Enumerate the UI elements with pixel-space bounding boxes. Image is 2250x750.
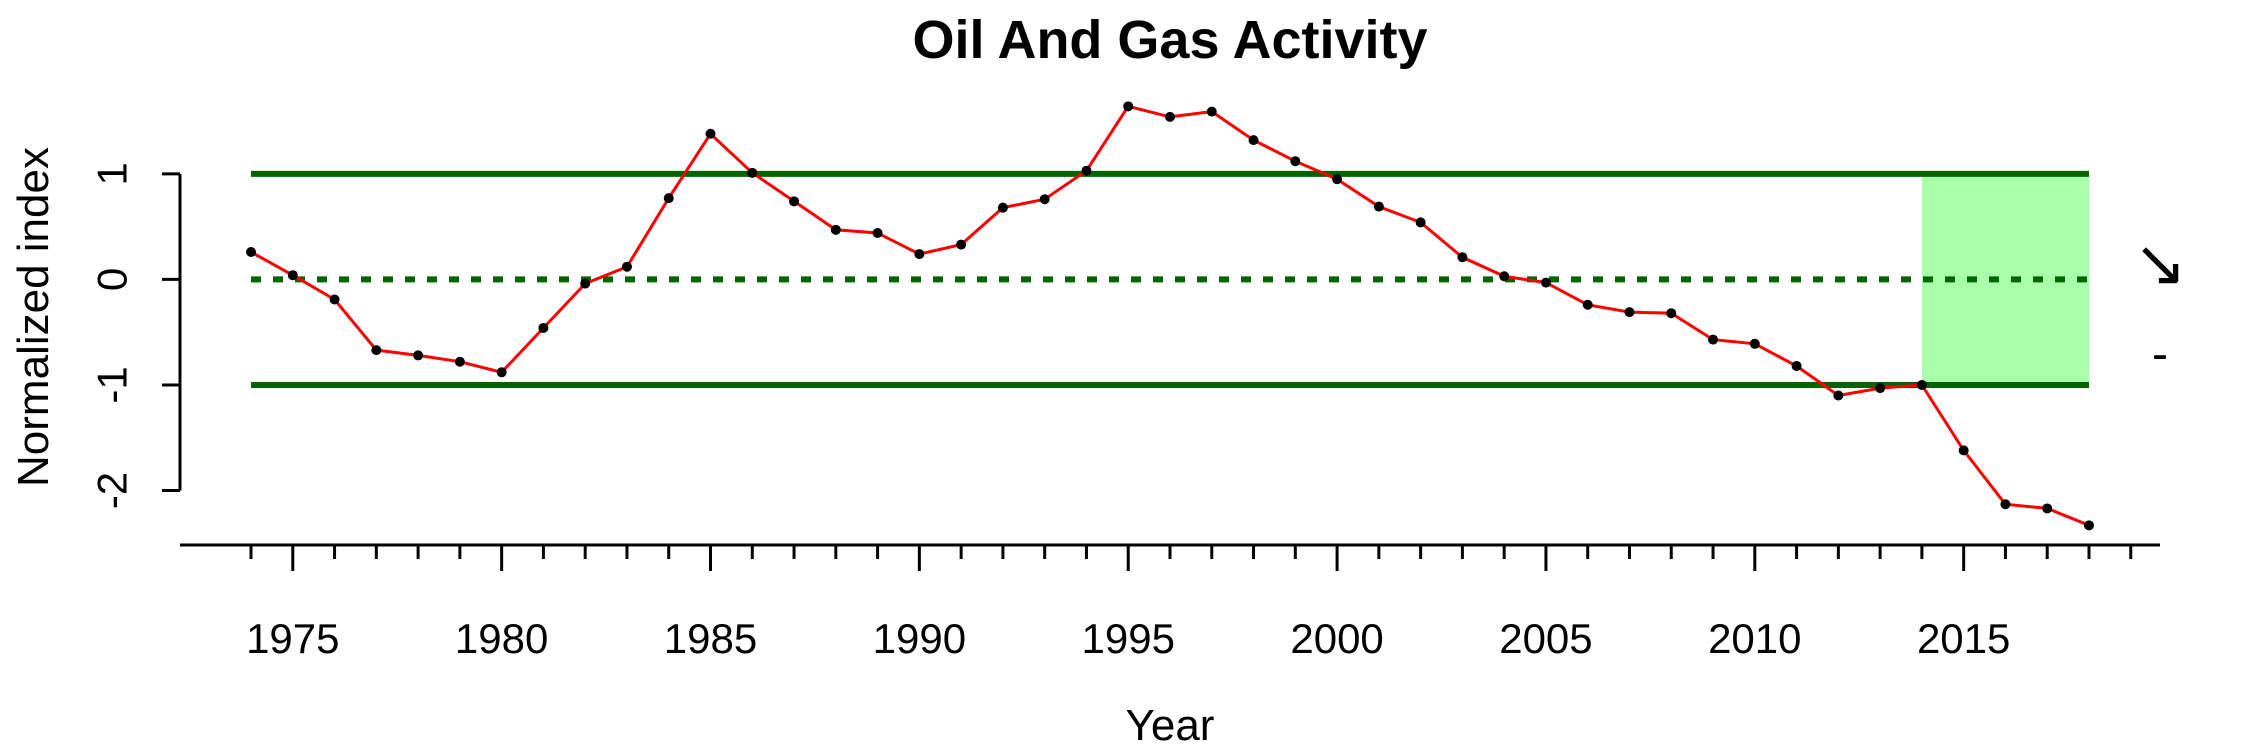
data-point — [1457, 252, 1468, 263]
y-axis: -2 -1 0 1 — [89, 162, 182, 509]
data-point — [789, 196, 800, 207]
data-point — [371, 345, 382, 356]
data-point — [1666, 308, 1677, 319]
data-point — [1708, 334, 1719, 345]
data-point — [747, 167, 758, 178]
y-tick-label: 0 — [89, 268, 136, 291]
data-point — [997, 202, 1008, 213]
data-point — [1875, 383, 1886, 394]
reference-lines-layer — [251, 170, 2089, 388]
data-point — [454, 356, 465, 367]
data-point — [1791, 360, 1802, 371]
data-point — [1039, 194, 1050, 205]
y-axis-label: Normalized index — [9, 147, 58, 487]
data-point — [1332, 174, 1343, 185]
chart-title: Oil And Gas Activity — [912, 10, 1427, 70]
series-layer — [246, 101, 2094, 531]
data-point — [2083, 520, 2094, 531]
trend-mean-symbol: - — [2152, 328, 2168, 381]
data-point — [1290, 156, 1301, 167]
data-point — [705, 128, 716, 139]
x-tick-label: 1995 — [1082, 615, 1175, 662]
data-point — [914, 249, 925, 260]
data-point — [1123, 101, 1134, 112]
data-point — [1916, 379, 1927, 390]
y-tick-label: -1 — [89, 366, 136, 403]
data-point — [956, 239, 967, 250]
y-tick-label: -2 — [89, 472, 136, 509]
data-point — [1624, 307, 1635, 318]
data-point — [1749, 338, 1760, 349]
data-point — [496, 367, 507, 378]
x-tick-label: 1990 — [873, 615, 966, 662]
x-tick-label: 2000 — [1290, 615, 1383, 662]
data-point — [663, 193, 674, 204]
series-line — [250, 104, 2090, 527]
x-tick-label: 2010 — [1708, 615, 1801, 662]
data-point — [1373, 201, 1384, 212]
data-point — [1540, 277, 1551, 288]
x-tick-label: 2015 — [1917, 615, 2010, 662]
data-point — [1081, 165, 1092, 176]
data-point — [287, 270, 298, 281]
data-point — [621, 261, 632, 272]
data-point — [538, 322, 549, 333]
x-tick-label: 1985 — [664, 615, 757, 662]
data-point — [1206, 106, 1217, 117]
data-point — [2000, 499, 2011, 510]
data-point — [1415, 217, 1426, 228]
data-point — [1499, 271, 1510, 282]
data-point — [1582, 299, 1593, 310]
x-tick-label: 1975 — [246, 615, 339, 662]
data-point — [1165, 111, 1175, 122]
data-point — [246, 246, 257, 257]
data-point — [872, 227, 883, 238]
trend-arrow-icon: ↘ — [2133, 227, 2187, 299]
x-tick-label: 2005 — [1499, 615, 1592, 662]
data-point — [1833, 390, 1844, 401]
data-point — [1248, 135, 1259, 146]
x-axis-label: Year — [1126, 701, 1215, 750]
data-point — [413, 350, 424, 361]
x-axis: 1975 1980 1985 1990 1995 2000 2005 2010 2015 — [180, 543, 2160, 662]
data-point — [2042, 503, 2053, 514]
data-point — [580, 278, 591, 289]
data-point — [830, 224, 841, 235]
y-tick-label: 1 — [89, 162, 136, 185]
x-tick-label: 1980 — [455, 615, 548, 662]
data-point — [1958, 445, 1969, 456]
data-point — [329, 294, 340, 305]
